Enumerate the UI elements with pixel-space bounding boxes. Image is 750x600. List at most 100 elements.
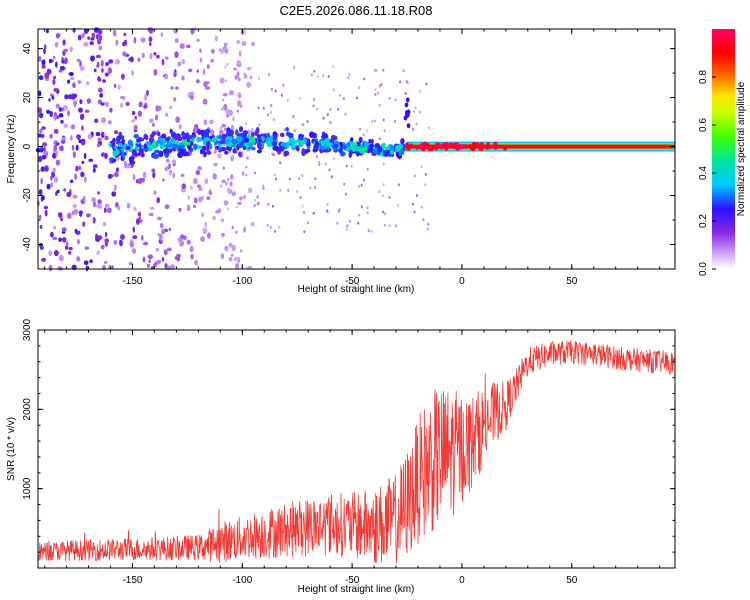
spectrogram-point [389, 144, 394, 151]
spectrogram-point [44, 165, 49, 172]
spectrogram-point [38, 75, 44, 81]
spectrogram-point [84, 176, 87, 183]
spectrogram-point [256, 202, 259, 206]
spectrogram-point [342, 97, 345, 101]
spectrogram-point [306, 221, 309, 225]
spectrogram-point [177, 144, 184, 149]
spectrogram-point [172, 172, 176, 179]
spectrogram-point [267, 73, 271, 77]
spectrogram-point [42, 142, 48, 147]
spectrogram-point [277, 149, 282, 155]
spectrogram-point [357, 221, 360, 225]
spectrogram-point [182, 133, 186, 139]
spectrogram-point [38, 112, 44, 119]
spectrogram-point [360, 205, 363, 209]
spectrogram-point [173, 97, 177, 102]
spectrogram-point [81, 141, 86, 146]
spectrogram-point [137, 57, 141, 62]
spectrogram-point [204, 178, 209, 185]
spectrogram-point [363, 77, 366, 81]
spectrogram-point [126, 164, 132, 169]
spectrogram-point [312, 211, 315, 215]
spectrogram-point [153, 190, 157, 195]
spectrogram-point [220, 184, 223, 188]
spectrogram-point [394, 98, 397, 102]
spectrogram-point [115, 59, 120, 65]
spectrogram-point [362, 146, 368, 152]
spectrogram-point [363, 141, 370, 148]
spectrogram-point [77, 239, 80, 245]
spectrogram-ytick-label: 0 [22, 143, 33, 149]
spectrogram-point [120, 234, 125, 240]
spectrogram-point [303, 210, 306, 214]
spectrogram-point [389, 149, 394, 155]
spectrogram-point [68, 72, 74, 76]
spectrogram-point [101, 117, 107, 124]
spectrogram-point [83, 152, 87, 160]
spectrogram-point [320, 140, 326, 147]
spectrogram-point [104, 203, 110, 208]
spectrogram-point [315, 107, 318, 111]
spectrogram-point [82, 196, 86, 202]
spectrogram-point [106, 207, 112, 214]
spectrogram-point [49, 133, 53, 139]
spectrogram-point [219, 129, 224, 136]
spectrogram-point [415, 194, 419, 197]
spectrogram-point [113, 239, 118, 246]
spectrogram-point [345, 192, 348, 196]
spectrogram-point [70, 76, 75, 81]
spectrogram-point [220, 126, 223, 130]
spectrogram-point [55, 115, 60, 119]
spectrogram-point [237, 100, 242, 107]
spectrogram-point [298, 177, 301, 180]
spectrogram-point [220, 253, 224, 260]
spectrogram-point [148, 147, 153, 152]
spectrogram-point [232, 148, 237, 154]
spectrogram-point [79, 65, 85, 71]
spectrogram-xtick-label: 50 [566, 276, 578, 287]
spectrogram-point [223, 103, 228, 111]
spectrogram-point [241, 171, 245, 176]
spectrogram-point [393, 120, 396, 123]
spectrogram-point [322, 74, 325, 78]
spectrogram-point [122, 51, 127, 57]
spectrogram-point [326, 209, 329, 213]
spectrogram-point [112, 29, 117, 37]
spectrogram-point [137, 152, 141, 157]
spectrogram-point [418, 110, 421, 114]
spectrogram-point [193, 143, 198, 151]
spectrogram-ticks: -150 -100 -50 0 50 -40 -20 0 20 40 [22, 29, 675, 287]
spectrogram-point [174, 256, 179, 260]
spectrogram-point [179, 43, 185, 49]
spectrogram-point [52, 236, 58, 241]
spectrogram-point [236, 136, 243, 142]
spectrogram-point [55, 103, 60, 109]
spectrogram-point [119, 95, 125, 100]
spectrogram-point [62, 104, 68, 111]
spectrogram-point [226, 187, 230, 193]
spectrogram-point [198, 196, 203, 203]
spectrogram-point [90, 55, 95, 62]
spectrogram-point [161, 256, 165, 262]
spectrogram-point [382, 118, 385, 122]
spectrogram-point [119, 239, 123, 247]
spectrogram-point [485, 144, 490, 150]
spectrogram-point [74, 173, 78, 180]
snr-frame [37, 329, 676, 569]
spectrogram-point [156, 259, 162, 264]
spectrogram-point [107, 120, 112, 125]
spectrogram-point [424, 173, 427, 176]
spectrogram-point [156, 197, 160, 204]
spectrogram-point [163, 249, 168, 256]
spectrogram-point [367, 229, 370, 233]
spectrogram-point [54, 176, 58, 184]
spectrogram-point [76, 256, 81, 262]
spectrogram-point [272, 118, 275, 121]
spectrogram-point [382, 68, 385, 72]
spectrogram-point [72, 82, 76, 89]
spectrogram-point [43, 48, 46, 55]
spectrogram-point [339, 151, 346, 157]
spectrogram-point [203, 81, 208, 88]
spectrogram-point [356, 96, 359, 100]
spectrogram-point [160, 32, 164, 37]
